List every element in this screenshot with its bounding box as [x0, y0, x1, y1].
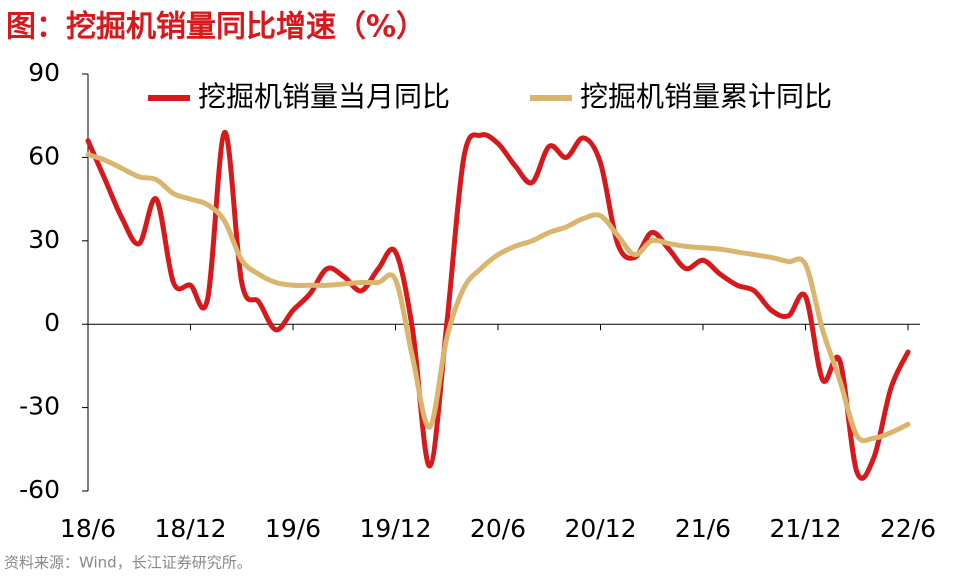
y-tick-label: 0: [44, 308, 60, 337]
legend-label: 挖掘机销量当月同比: [198, 80, 450, 113]
y-tick-label: -30: [19, 392, 60, 421]
x-tick-label: 22/6: [880, 514, 936, 543]
source-note: 资料来源：Wind，长江证券研究所。: [4, 554, 252, 572]
x-tick-label: 20/12: [564, 514, 636, 543]
y-tick-label: 30: [28, 225, 60, 254]
x-tick-label: 19/6: [265, 514, 321, 543]
line: [85, 152, 911, 444]
y-tick-label: 60: [28, 141, 60, 170]
chart-title: 图：挖掘机销量同比增速（%）: [6, 10, 426, 45]
line: [85, 129, 911, 481]
x-tick-label: 19/12: [359, 514, 431, 543]
x-tick-label: 21/12: [769, 514, 841, 543]
y-tick-label: -60: [19, 475, 60, 504]
x-tick-label: 18/12: [154, 514, 226, 543]
x-tick-label: 18/6: [60, 514, 116, 543]
legend-label: 挖掘机销量累计同比: [580, 80, 832, 113]
y-tick-label: 90: [28, 58, 60, 87]
x-tick-label: 20/6: [470, 514, 526, 543]
x-tick-label: 21/6: [675, 514, 731, 543]
